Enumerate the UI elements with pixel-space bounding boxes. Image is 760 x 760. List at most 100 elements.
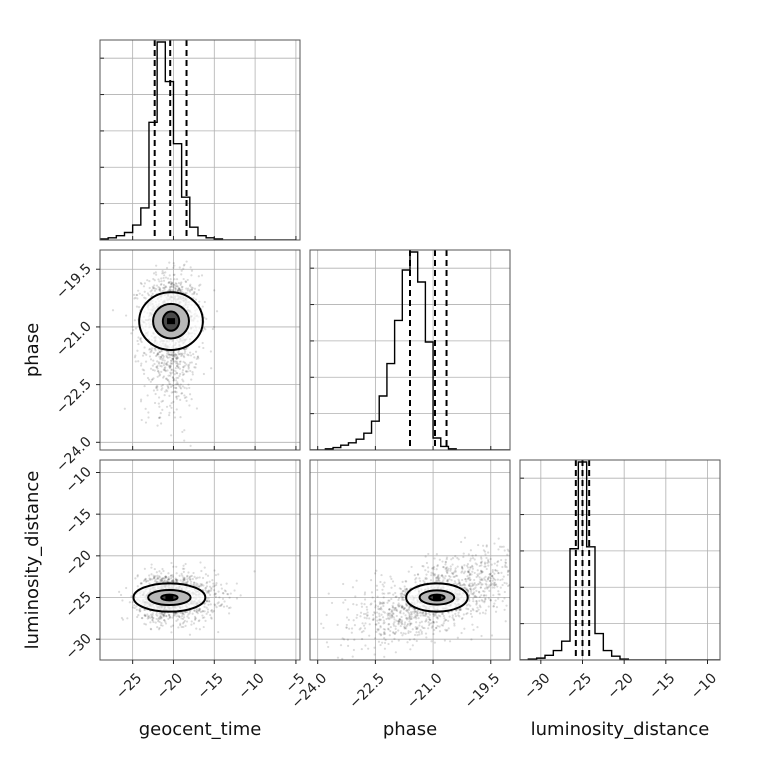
- sample-point: [186, 574, 189, 577]
- sample-point: [387, 592, 390, 595]
- sample-point: [160, 612, 163, 615]
- sample-point: [197, 619, 200, 623]
- sample-point: [414, 610, 417, 614]
- sample-point: [515, 586, 517, 588]
- sample-point: [407, 631, 410, 635]
- sample-point: [171, 376, 174, 379]
- sample-point: [469, 587, 472, 590]
- sample-point: [390, 577, 393, 580]
- sample-point: [151, 617, 154, 620]
- sample-point: [447, 627, 450, 630]
- sample-point: [391, 580, 395, 583]
- sample-point: [413, 574, 416, 577]
- sample-point: [182, 365, 185, 368]
- sample-point: [493, 542, 496, 545]
- sample-point: [152, 286, 155, 289]
- sample-point: [152, 577, 156, 580]
- y-tick-label: −19.5: [53, 261, 95, 303]
- sample-point: [478, 580, 481, 584]
- sample-point: [153, 369, 156, 372]
- sample-point: [181, 622, 185, 625]
- sample-point: [511, 552, 513, 554]
- sample-point: [141, 294, 144, 297]
- sample-point: [475, 589, 478, 593]
- sample-point: [406, 608, 409, 611]
- sample-point: [167, 578, 170, 581]
- sample-point: [427, 621, 430, 624]
- sample-point: [174, 578, 178, 581]
- sample-point: [436, 576, 439, 579]
- sample-point: [172, 614, 175, 617]
- sample-point: [397, 622, 400, 625]
- sample-point: [138, 608, 141, 612]
- sample-point: [192, 584, 196, 587]
- sample-point: [486, 578, 489, 581]
- sample-point: [345, 616, 349, 619]
- sample-point: [179, 386, 182, 389]
- sample-point: [171, 362, 174, 365]
- sample-point: [119, 593, 123, 597]
- sample-point: [471, 570, 474, 573]
- sample-point: [156, 388, 159, 392]
- sample-point: [468, 568, 471, 571]
- sample-point: [392, 624, 396, 627]
- sample-point: [152, 377, 155, 380]
- sample-point: [204, 573, 208, 576]
- sample-point: [144, 578, 147, 581]
- sample-point: [366, 614, 369, 617]
- sample-point: [388, 608, 391, 611]
- sample-point: [468, 573, 472, 576]
- sample-point: [480, 560, 484, 563]
- sample-point: [416, 573, 420, 576]
- sample-point: [192, 581, 196, 584]
- sample-point: [218, 604, 221, 608]
- sample-point: [151, 378, 154, 381]
- sample-point: [382, 585, 385, 588]
- sample-point: [473, 594, 476, 597]
- sample-point: [171, 616, 174, 619]
- sample-point: [130, 595, 133, 598]
- sample-point: [198, 345, 201, 349]
- sample-point: [461, 617, 464, 620]
- sample-point: [491, 583, 494, 586]
- sample-point: [168, 261, 171, 264]
- sample-point: [456, 556, 459, 560]
- sample-point: [433, 613, 436, 616]
- sample-point: [469, 566, 472, 569]
- sample-point: [402, 598, 405, 602]
- sample-point: [120, 616, 124, 620]
- sample-point: [202, 610, 205, 613]
- sample-point: [213, 589, 216, 592]
- sample-point: [400, 592, 404, 595]
- sample-point: [457, 614, 460, 617]
- sample-point: [413, 638, 416, 641]
- sample-point: [201, 614, 204, 617]
- sample-point: [159, 616, 162, 619]
- sample-point: [378, 618, 381, 621]
- sample-point: [465, 607, 468, 610]
- sample-point: [126, 617, 129, 620]
- sample-point: [228, 596, 231, 599]
- sample-point: [417, 631, 420, 634]
- sample-point: [449, 565, 452, 568]
- sample-point: [203, 300, 206, 304]
- sample-point: [177, 289, 180, 293]
- sample-point: [184, 280, 187, 283]
- sample-point: [176, 579, 179, 582]
- sample-point: [201, 610, 204, 613]
- sample-point: [497, 537, 500, 540]
- sample-point: [179, 383, 182, 386]
- sample-point: [140, 582, 144, 585]
- sample-point: [210, 617, 213, 620]
- sample-point: [190, 620, 193, 623]
- sample-point: [204, 589, 207, 592]
- sample-point: [495, 606, 499, 609]
- sample-point: [493, 602, 496, 605]
- sample-point: [424, 613, 428, 616]
- sample-point: [485, 580, 488, 583]
- sample-point: [172, 286, 175, 289]
- sample-point: [494, 578, 497, 582]
- sample-point: [158, 362, 161, 365]
- sample-point: [365, 608, 369, 611]
